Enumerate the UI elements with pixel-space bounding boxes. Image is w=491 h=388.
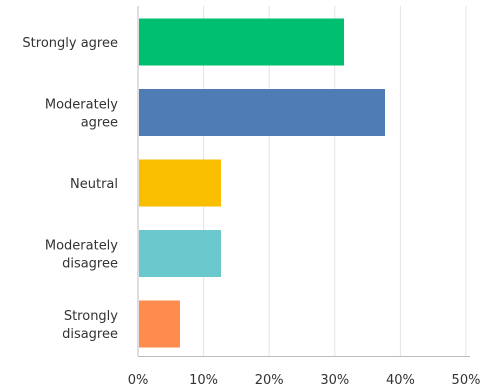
category-label: Moderately: [45, 98, 118, 113]
category-label: agree: [81, 116, 118, 131]
x-tick-label: 20%: [255, 373, 284, 388]
category-label: Moderately: [45, 239, 118, 254]
bar-0: [139, 18, 344, 66]
bar-4: [139, 300, 180, 348]
category-label: Strongly: [64, 309, 118, 324]
x-tick-label: 40%: [386, 373, 415, 388]
x-tick-label: 50%: [452, 373, 481, 388]
bar-layer: [139, 18, 385, 348]
bar-2: [139, 159, 221, 207]
label-layer: 0% 10% 20% 30% 40% 50% Strongly agree Moderatel…: [22, 36, 480, 388]
x-tick-label: 0%: [128, 373, 149, 388]
category-label: disagree: [62, 327, 118, 342]
category-label: disagree: [62, 257, 118, 272]
bar-3: [139, 230, 221, 277]
x-tick-label: 10%: [189, 373, 218, 388]
bar-1: [139, 89, 385, 136]
category-label: Strongly agree: [22, 36, 118, 51]
axis-layer: [137, 6, 470, 357]
category-label: Neutral: [70, 177, 118, 192]
x-tick-label: 30%: [320, 373, 349, 388]
